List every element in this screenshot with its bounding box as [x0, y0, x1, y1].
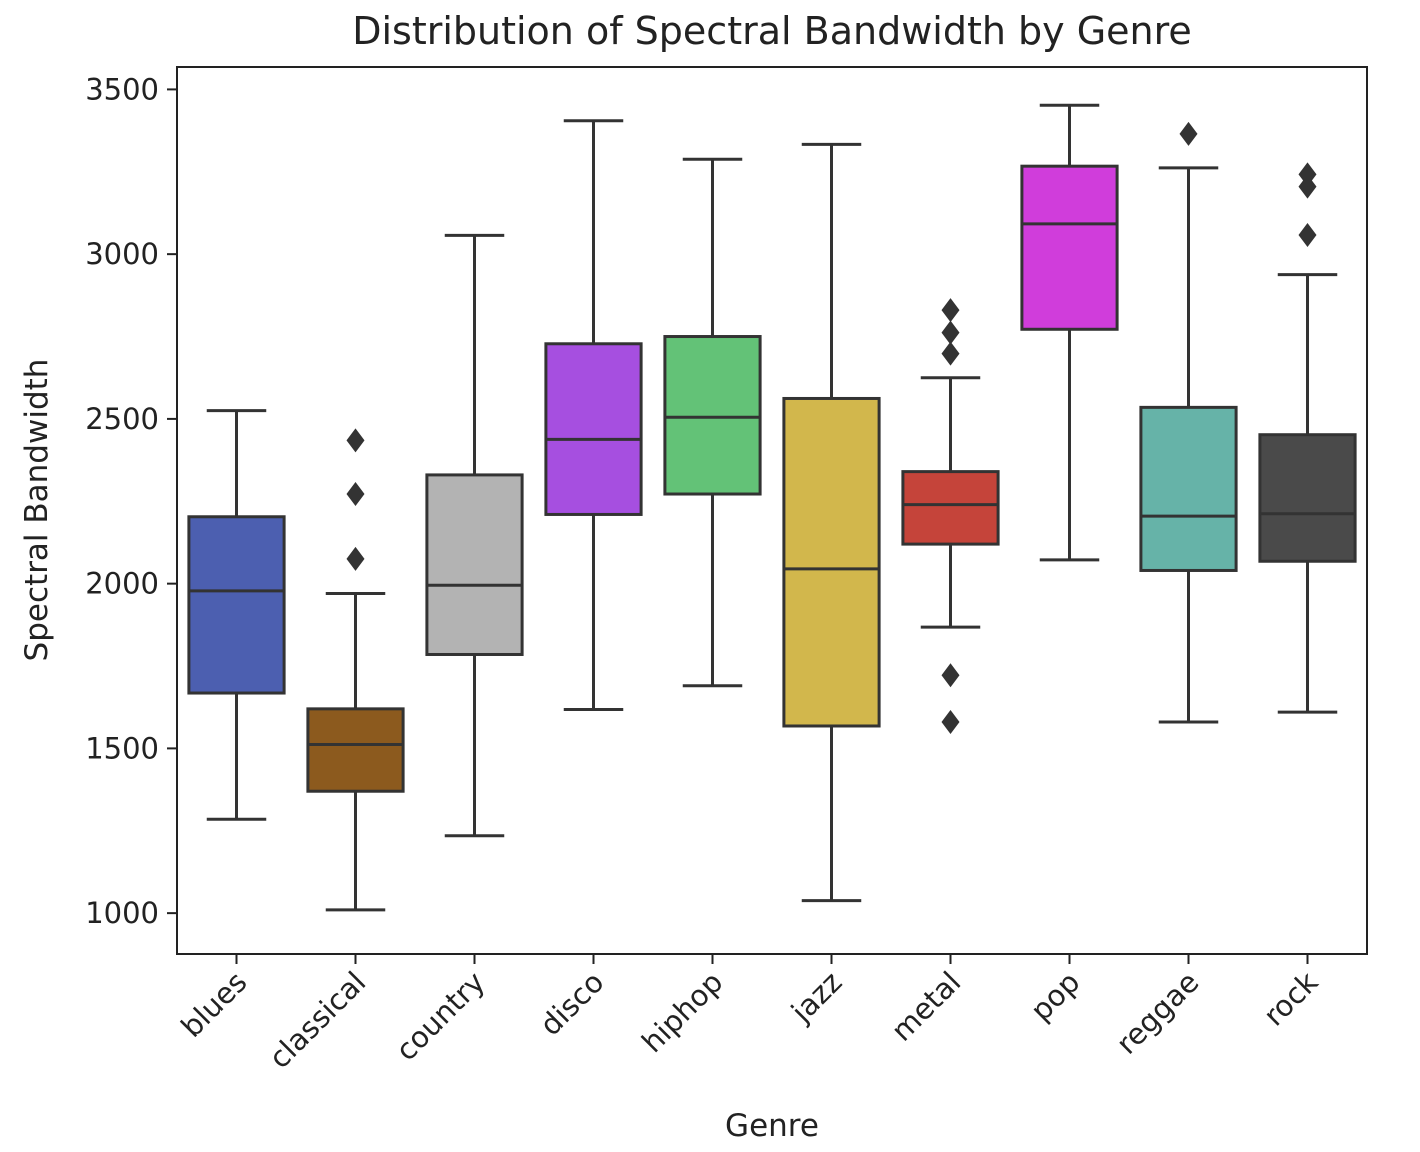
y-tick-label: 3000	[85, 237, 159, 271]
outlier-point	[1298, 223, 1317, 248]
box-reggae	[1139, 405, 1238, 572]
outlier-point	[1298, 174, 1317, 199]
x-tick-label: jazz	[784, 965, 849, 1030]
outlier-point	[346, 546, 365, 571]
box-rock	[1258, 433, 1357, 563]
box-blues	[187, 515, 286, 695]
box-metal	[901, 470, 1000, 546]
y-tick-label: 2500	[85, 402, 159, 436]
x-tick-label: disco	[533, 965, 610, 1042]
box-pop	[1020, 164, 1119, 331]
outlier-point	[941, 320, 960, 345]
y-axis-label: Spectral Bandwidth	[19, 359, 55, 662]
outlier-point	[1298, 162, 1317, 187]
outlier-point	[941, 710, 960, 735]
x-tick-label: reggae	[1110, 965, 1206, 1061]
plot-frame	[176, 66, 1368, 955]
x-tick-label: classical	[262, 965, 372, 1075]
x-tick-label: pop	[1024, 965, 1087, 1028]
outlier-point	[941, 341, 960, 366]
box-country	[425, 473, 524, 656]
y-tick-label: 1000	[85, 896, 159, 930]
y-tick-label: 2000	[85, 567, 159, 601]
x-tick-label: blues	[174, 965, 253, 1044]
plot-layer: 1000 1500 2000 2500 3000 3500 blues classical co…	[85, 72, 1357, 1075]
chart-title: Distribution of Spectral Bandwidth by Ge…	[352, 9, 1192, 53]
box-disco	[544, 342, 643, 516]
outlier-point	[941, 663, 960, 688]
x-tick-label: country	[389, 965, 491, 1067]
x-tick-label: rock	[1257, 965, 1325, 1033]
x-tick-label: hiphop	[635, 965, 729, 1059]
outlier-point	[941, 298, 960, 323]
x-axis-label: Genre	[725, 1108, 819, 1144]
outlier-point	[346, 482, 365, 507]
box-jazz	[782, 396, 881, 728]
x-tick-label: metal	[885, 965, 968, 1048]
box-hiphop	[663, 335, 762, 496]
y-tick-label: 1500	[85, 731, 159, 765]
y-tick-label: 3500	[85, 72, 159, 106]
outlier-point	[346, 428, 365, 453]
box-classical	[306, 707, 405, 793]
outlier-point	[1179, 121, 1198, 146]
